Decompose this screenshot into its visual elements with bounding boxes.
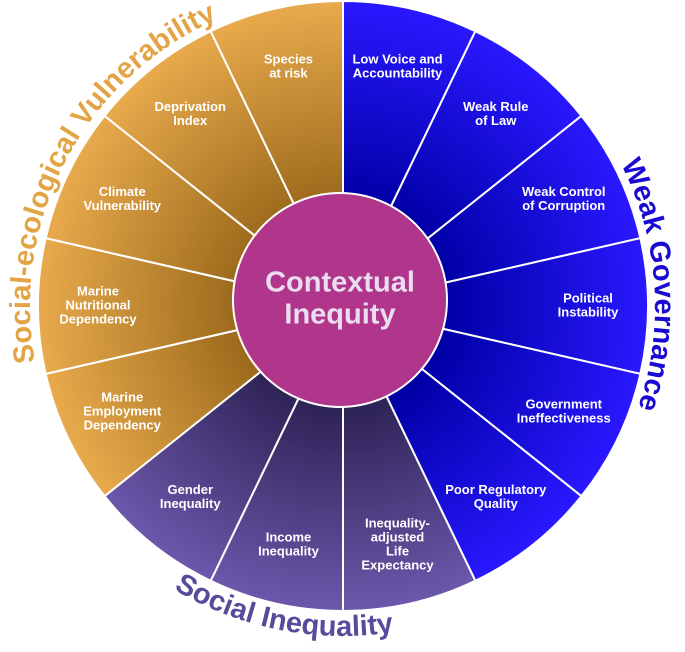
segment-label: Climate <box>99 184 146 199</box>
segment-label: Income <box>266 529 312 544</box>
segment-label: Ineffectiveness <box>517 411 611 426</box>
segment-label: Species <box>264 52 313 67</box>
segment-label: Instability <box>558 304 619 319</box>
segment-label: Vulnerability <box>83 198 161 213</box>
center-label: Inequity <box>284 299 395 331</box>
segment-label: of Corruption <box>522 198 605 213</box>
segment-label: Dependency <box>84 418 162 433</box>
segment-label: Accountability <box>353 66 443 81</box>
segment-label: Poor Regulatory <box>445 482 547 497</box>
segment-label: Life <box>386 543 409 558</box>
segment-label: Gender <box>167 482 213 497</box>
segment-label: Nutritional <box>66 297 131 312</box>
segment-label: Inequality <box>258 543 319 558</box>
center-label: Contextual <box>265 267 415 299</box>
segment-label: Political <box>563 290 613 305</box>
segment-label: at risk <box>269 66 308 81</box>
segment-label: Government <box>525 397 602 412</box>
segment-label: Weak Rule <box>463 99 529 114</box>
segment-label: Expectancy <box>361 557 434 572</box>
segment <box>37 236 344 376</box>
segment <box>342 236 649 376</box>
segment-label: Deprivation <box>154 99 226 114</box>
center-circle <box>232 192 448 408</box>
segment-label: Inequality <box>160 496 221 511</box>
segment-label: Low Voice and <box>352 52 442 67</box>
segment-label: Marine <box>101 390 143 405</box>
segment-label: Index <box>173 113 208 128</box>
segment-label: Dependency <box>59 311 137 326</box>
segment-label: Weak Control <box>522 184 606 199</box>
segment-label: Inequality- <box>365 515 430 530</box>
segment-label: adjusted <box>371 529 425 544</box>
segment-label: of Law <box>475 113 517 128</box>
segment-label: Employment <box>83 404 162 419</box>
segment-label: Marine <box>77 283 119 298</box>
segment-label: Quality <box>474 496 519 511</box>
